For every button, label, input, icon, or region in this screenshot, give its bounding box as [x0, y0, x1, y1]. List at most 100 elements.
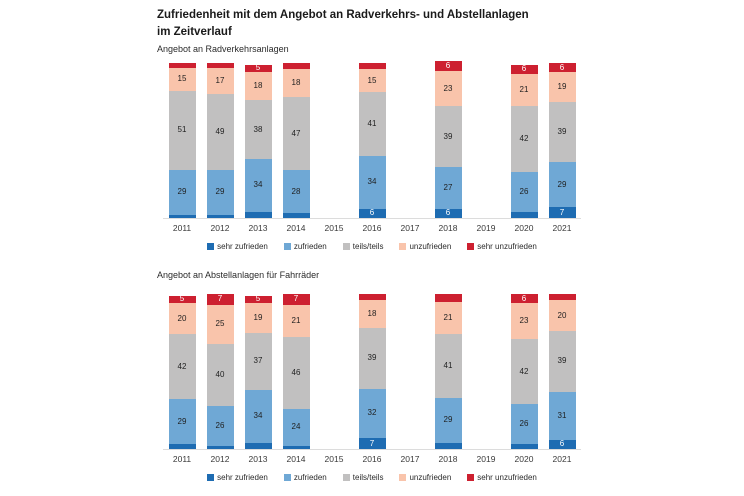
- x-axis-label: 2014: [286, 454, 306, 464]
- bar-segment: 34: [244, 390, 272, 443]
- x-axis-label: 2020: [514, 223, 534, 233]
- stacked-bar: 7 32 39 18: [358, 294, 386, 449]
- bar-segment: 29: [548, 162, 576, 208]
- bar-segment: 26: [510, 171, 538, 212]
- bar-segment: [282, 63, 310, 70]
- bar-segment: 6: [434, 208, 462, 218]
- bar-segment: 39: [548, 331, 576, 392]
- legend-label: sehr unzufrieden: [477, 473, 537, 482]
- bar-segment: 29: [168, 399, 196, 445]
- chart-abstellanlagen: Angebot an Abstellanlagen für Fahrräder …: [157, 270, 597, 482]
- bar-segment: [510, 211, 538, 218]
- legend-label: sehr unzufrieden: [477, 242, 537, 251]
- bar-chart-plot: 29 51 15 29 49 17 34 38 18 5 28 47 18 6 34 41 15 6 27 39 23 6…: [163, 61, 581, 219]
- year-slot: [391, 61, 429, 218]
- x-axis-label: 2019: [476, 223, 496, 233]
- bar-segment: 18: [282, 69, 310, 98]
- legend-swatch: [207, 474, 215, 481]
- bar-segment: [168, 214, 196, 218]
- bar-segment: [206, 63, 234, 68]
- chart-subtitle: Angebot an Radverkehrsanlagen: [157, 44, 289, 54]
- year-slot: 34 37 19 5: [239, 292, 277, 449]
- bar-segment: 19: [244, 303, 272, 333]
- x-axis-label: 2021: [552, 223, 572, 233]
- stacked-bar: 34 37 19 5: [244, 295, 272, 449]
- x-axis-label: 2019: [476, 454, 496, 464]
- legend-label: sehr zufrieden: [217, 242, 268, 251]
- year-slot: 24 46 21 7: [277, 292, 315, 449]
- bar-segment: 15: [358, 69, 386, 93]
- bar-segment: 7: [358, 438, 386, 449]
- x-axis-label: 2018: [438, 223, 458, 233]
- bar-chart-plot: 29 42 20 5 26 40 25 7 34 37 19 5 24 46 21 7 7 32 39 18 29 41 2…: [163, 293, 581, 450]
- legend-item: sehr unzufrieden: [467, 242, 537, 251]
- bar-segment: 41: [434, 334, 462, 398]
- stacked-bar: 6 27 39 23 6: [434, 61, 462, 218]
- bar-segment: 34: [358, 156, 386, 209]
- x-axis-label: 2016: [362, 223, 382, 233]
- bar-segment: 23: [510, 303, 538, 339]
- chart-legend: sehr zufrieden zufrieden teils/teils unzufr…: [163, 473, 581, 482]
- year-slot: 6 31 39 20: [543, 292, 581, 449]
- bar-segment: 21: [434, 301, 462, 335]
- bar-segment: 42: [168, 334, 196, 400]
- stacked-bar: 26 42 21 6: [510, 64, 538, 218]
- bar-segment: 25: [206, 304, 234, 344]
- bar-segment: 24: [282, 408, 310, 446]
- bar-chart-plot-wrap: 29 42 20 5 26 40 25 7 34 37 19 5 24 46 21 7 7 32 39 18 29 41 2…: [163, 293, 581, 464]
- year-slot: [467, 292, 505, 449]
- bar-segment: 39: [434, 106, 462, 167]
- legend-swatch: [207, 243, 215, 250]
- year-slot: 29 41 21: [429, 292, 467, 449]
- year-slot: 26 42 23 6: [505, 292, 543, 449]
- bar-segment: [168, 63, 196, 68]
- bar-segment: 6: [510, 64, 538, 74]
- legend-label: unzufrieden: [409, 242, 452, 251]
- bar-segment: 46: [282, 337, 310, 409]
- legend-item: unzufrieden: [399, 242, 451, 251]
- bar-segment: [206, 214, 234, 218]
- year-slot: 34 38 18 5: [239, 61, 277, 218]
- bar-segment: [548, 294, 576, 301]
- year-slot: 29 51 15: [163, 61, 201, 218]
- bar-segment: 15: [168, 67, 196, 91]
- bar-segment: [168, 444, 196, 449]
- x-axis-label: 2015: [324, 454, 344, 464]
- page-title-line2: im Zeitverlauf: [157, 25, 232, 38]
- legend-label: sehr zufrieden: [217, 473, 268, 482]
- legend-label: zufrieden: [293, 242, 327, 251]
- bar-segment: 27: [434, 166, 462, 209]
- legend-item: unzufrieden: [399, 473, 451, 482]
- bar-segment: [434, 442, 462, 449]
- year-slot: 28 47 18: [277, 61, 315, 218]
- bar-segment: 7: [548, 207, 576, 218]
- bar-segment: [358, 63, 386, 70]
- bar-segment: 7: [206, 294, 234, 305]
- bar-segment: 6: [358, 208, 386, 218]
- legend-item: zufrieden: [283, 242, 327, 251]
- stacked-bar: 26 42 23 6: [510, 294, 538, 449]
- x-axis-label: 2018: [438, 454, 458, 464]
- x-axis-labels: 2011 2012 2013 2014 2015 2016 2017 2018 2019 2020…: [163, 223, 581, 233]
- year-slot: [391, 292, 429, 449]
- stacked-bar: 6 34 41 15: [358, 63, 386, 218]
- bar-segment: 31: [548, 391, 576, 440]
- stacked-bar: 24 46 21 7: [282, 294, 310, 449]
- chart-subtitle: Angebot an Abstellanlagen für Fahrräder: [157, 270, 320, 280]
- legend-item: zufrieden: [283, 473, 327, 482]
- bar-segment: 29: [434, 397, 462, 443]
- bar-segment: 6: [510, 294, 538, 304]
- x-axis-label: 2012: [210, 223, 230, 233]
- bar-segment: 38: [244, 100, 272, 160]
- bar-segment: 26: [206, 405, 234, 446]
- legend-swatch: [342, 474, 350, 481]
- year-slot: [467, 61, 505, 218]
- bar-segment: [510, 444, 538, 449]
- bar-segment: 20: [168, 303, 196, 335]
- year-slot: 29 49 17: [201, 61, 239, 218]
- legend-swatch: [399, 243, 407, 250]
- bar-segment: 26: [510, 404, 538, 445]
- bar-segment: 21: [510, 73, 538, 107]
- chart-radverkehrsanlagen: Angebot an Radverkehrsanlagen 29 51 15 29 49…: [157, 44, 597, 251]
- chart-legend: sehr zufrieden zufrieden teils/teils unzufr…: [163, 242, 581, 251]
